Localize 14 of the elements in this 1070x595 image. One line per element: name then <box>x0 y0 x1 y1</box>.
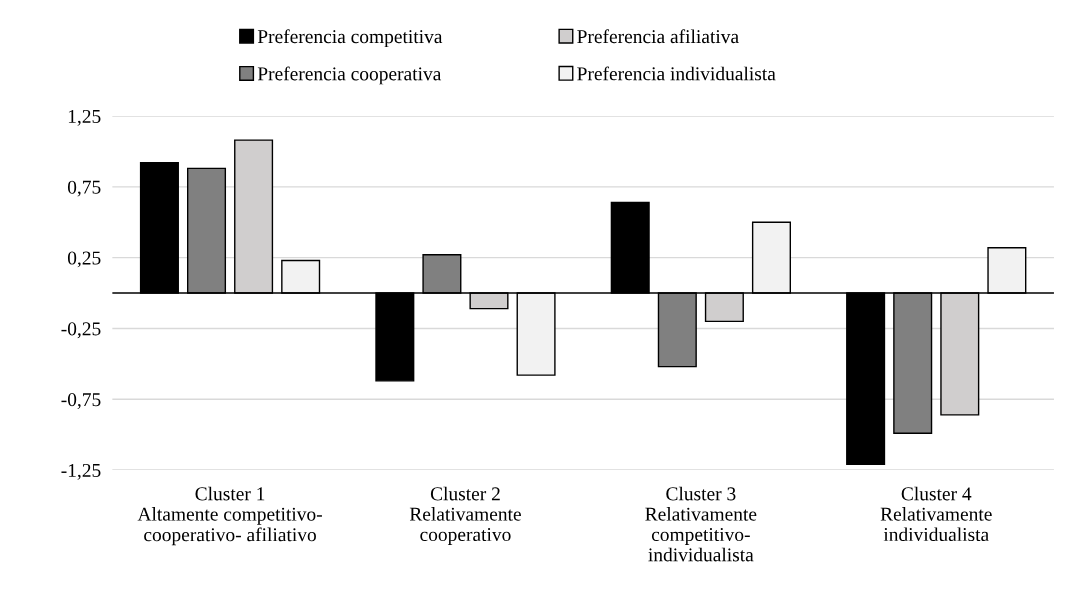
y-tick-label: 0,75 <box>67 180 101 197</box>
y-tick-label: -0,75 <box>61 393 101 409</box>
y-tick-label: 0,25 <box>67 251 101 268</box>
legend-label: Preferencia individualista <box>577 66 776 81</box>
legend-label: Preferencia cooperativa <box>257 66 442 85</box>
x-tick-label: Cluster 4 Relativamente individualista <box>880 486 992 542</box>
x-tick-label: Cluster 1 Altamente competitivo- cooperativo- afiliativo <box>137 486 322 546</box>
x-tick-label: Cluster 2 Relativamente cooperativo <box>409 486 521 546</box>
y-tick-label: -1,25 <box>61 463 101 480</box>
legend-label: Preferencia competitiva <box>257 29 443 48</box>
y-tick-label: -0,25 <box>61 322 101 339</box>
legend-label: Preferencia afiliativa <box>577 29 739 44</box>
x-tick-label: Cluster 3 Relativamente competitivo- individualista <box>645 486 757 562</box>
y-tick-label: 1,25 <box>68 109 101 126</box>
